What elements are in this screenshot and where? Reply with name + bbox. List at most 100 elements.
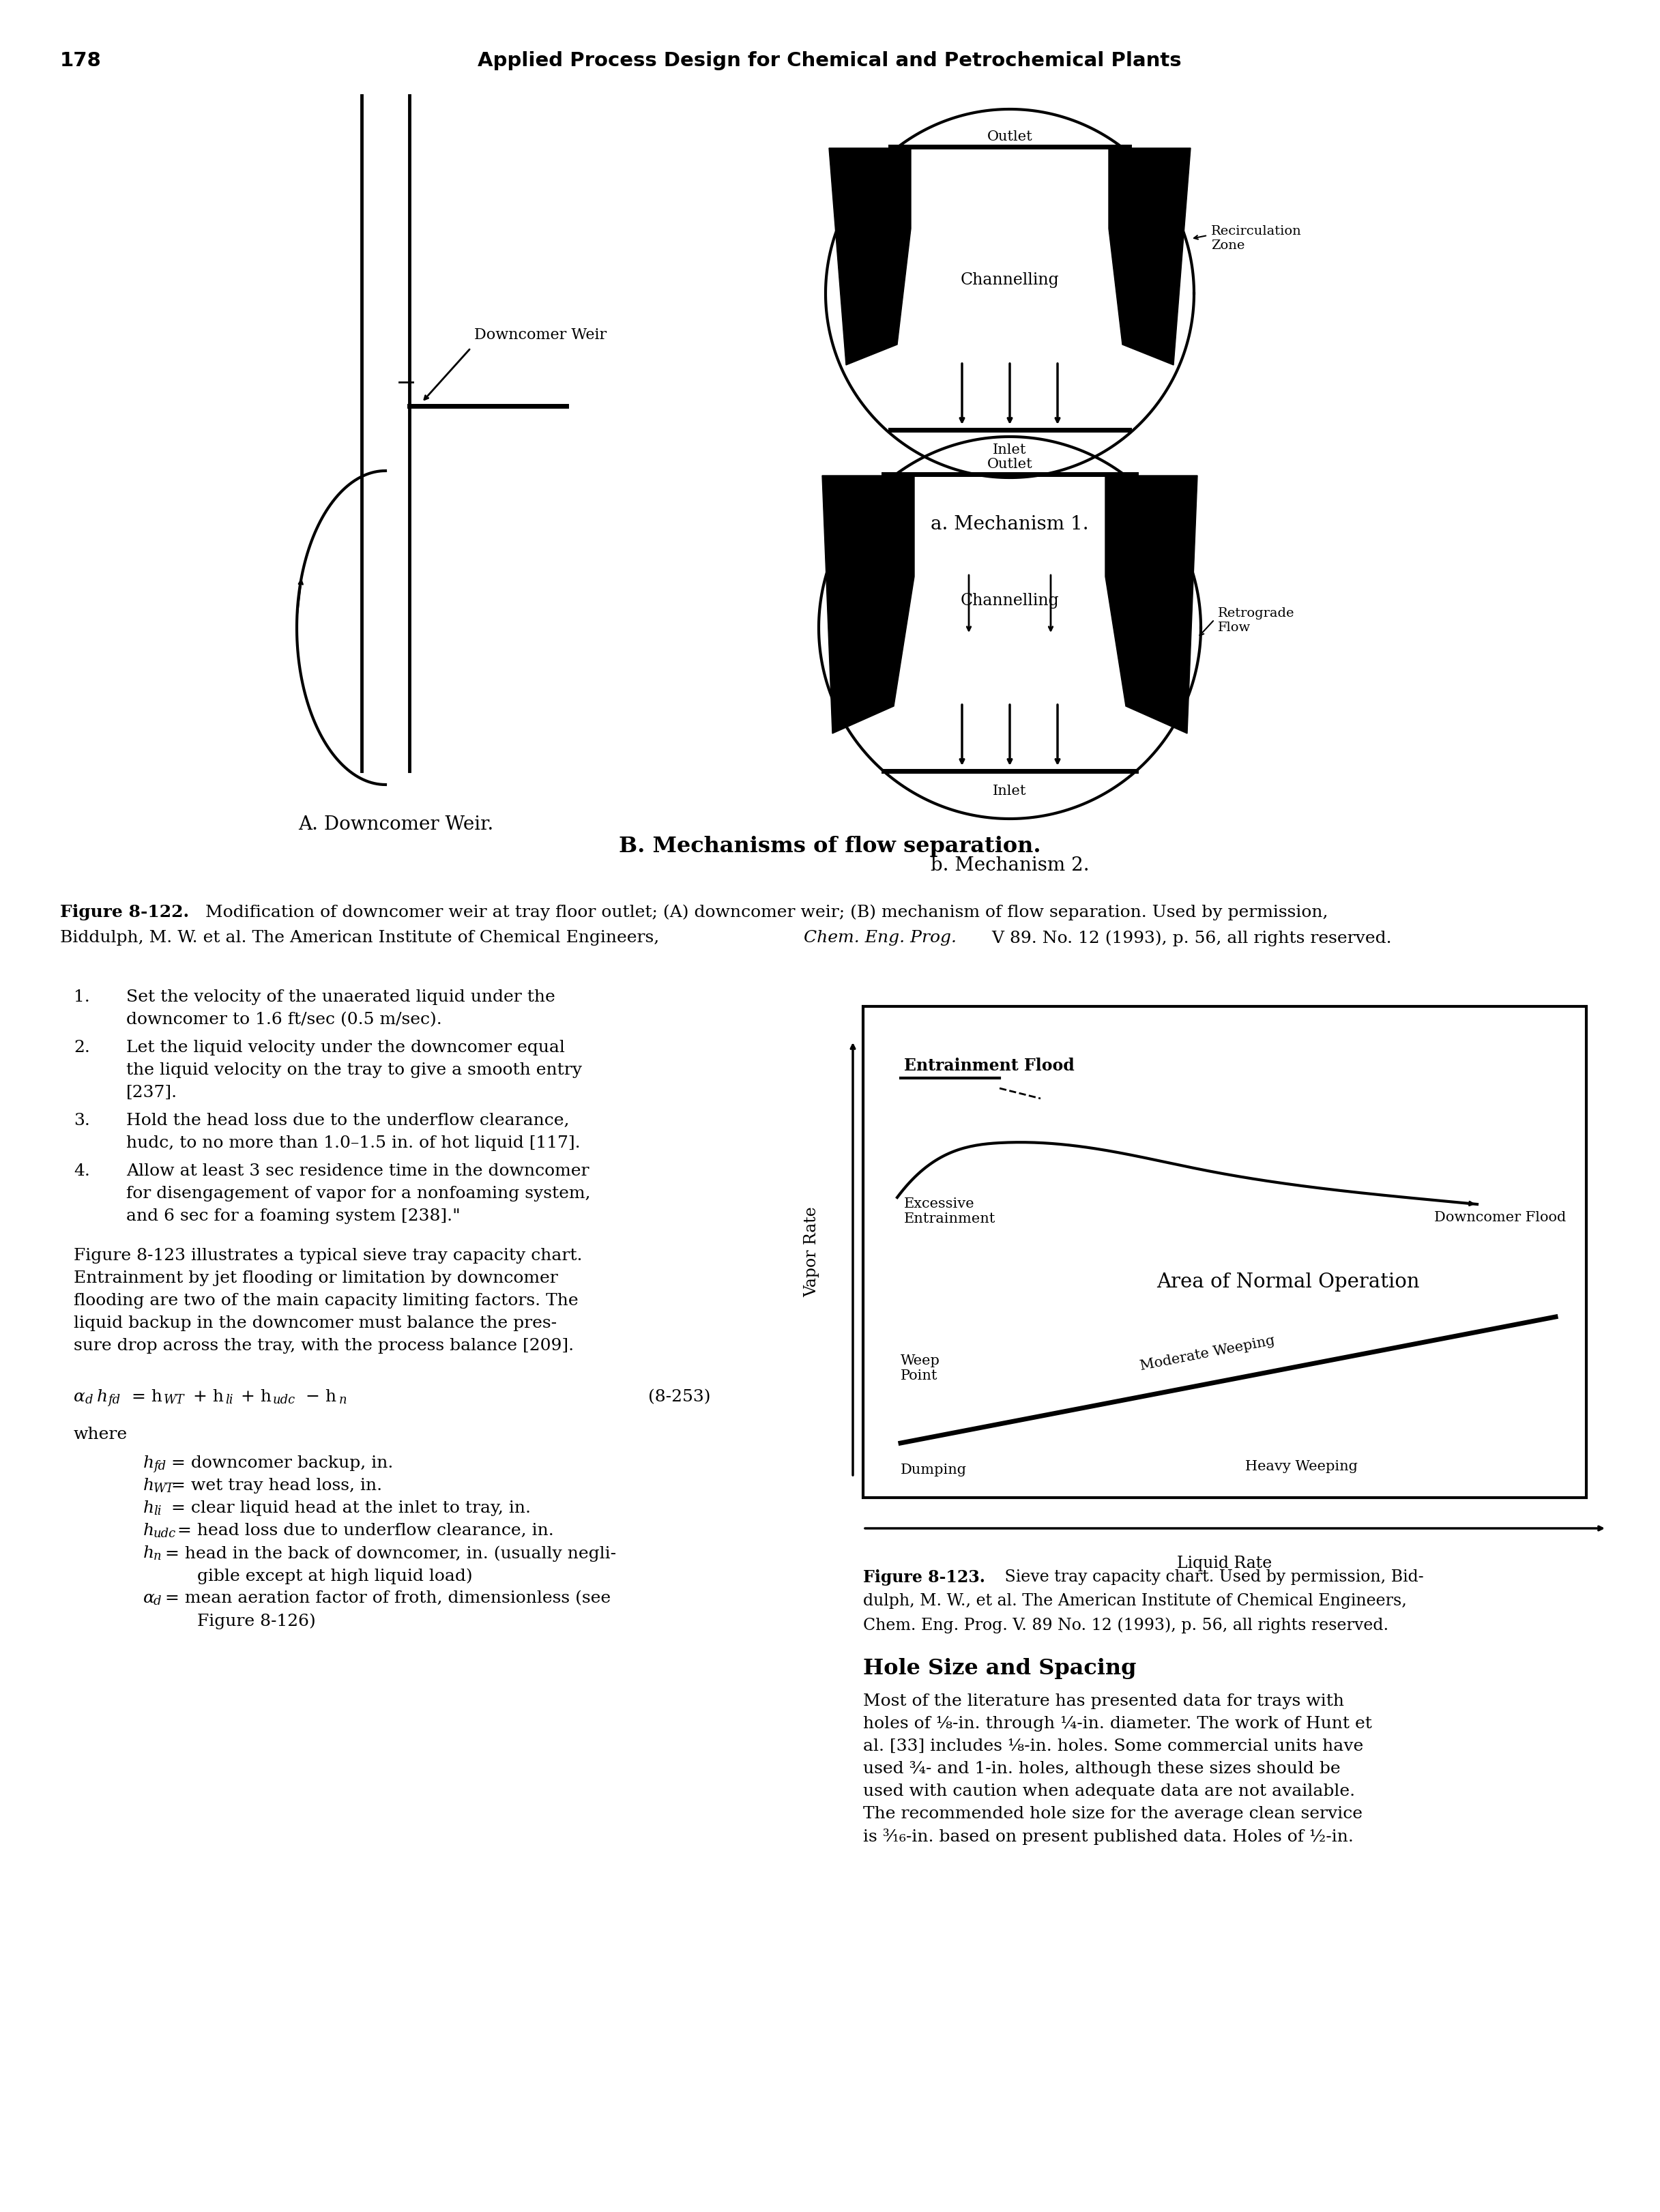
Text: Heavy Weeping: Heavy Weeping <box>1245 1460 1358 1473</box>
Text: (8-253): (8-253) <box>647 1389 710 1405</box>
Text: Applied Process Design for Chemical and Petrochemical Plants: Applied Process Design for Chemical and … <box>478 51 1182 71</box>
Text: Figure 8-122.: Figure 8-122. <box>60 905 189 920</box>
Text: Chem. Eng. Prog.: Chem. Eng. Prog. <box>803 929 956 947</box>
Text: gible except at high liquid load): gible except at high liquid load) <box>181 1568 473 1584</box>
Text: = downcomer backup, in.: = downcomer backup, in. <box>166 1455 393 1471</box>
Text: Chem. Eng. Prog. V. 89 No. 12 (1993), p. 56, all rights reserved.: Chem. Eng. Prog. V. 89 No. 12 (1993), p.… <box>863 1617 1388 1632</box>
Text: Retrograde
Flow: Retrograde Flow <box>1218 608 1295 633</box>
Text: − h: − h <box>300 1389 337 1405</box>
Text: Hole Size and Spacing: Hole Size and Spacing <box>863 1659 1137 1679</box>
Text: [237].: [237]. <box>126 1084 178 1102</box>
Polygon shape <box>1106 476 1197 734</box>
Text: h: h <box>143 1546 154 1562</box>
Text: udc: udc <box>272 1394 295 1407</box>
Text: b. Mechanism 2.: b. Mechanism 2. <box>930 856 1089 874</box>
Text: B. Mechanisms of flow separation.: B. Mechanisms of flow separation. <box>619 836 1041 856</box>
Text: = wet tray head loss, in.: = wet tray head loss, in. <box>166 1478 382 1493</box>
Text: Allow at least 3 sec residence time in the downcomer: Allow at least 3 sec residence time in t… <box>126 1164 589 1179</box>
Text: flooding are two of the main capacity limiting factors. The: flooding are two of the main capacity li… <box>73 1294 578 1310</box>
Text: 2.: 2. <box>73 1040 90 1055</box>
Text: h: h <box>96 1389 108 1405</box>
Text: n: n <box>153 1551 161 1562</box>
Text: Outlet: Outlet <box>988 458 1033 471</box>
Text: li: li <box>226 1394 232 1407</box>
Text: downcomer to 1.6 ft/sec (0.5 m/sec).: downcomer to 1.6 ft/sec (0.5 m/sec). <box>126 1011 442 1029</box>
Text: Most of the literature has presented data for trays with: Most of the literature has presented dat… <box>863 1694 1345 1710</box>
Text: α: α <box>73 1389 85 1405</box>
Bar <box>863 1006 1587 1498</box>
Text: sure drop across the tray, with the process balance [209].: sure drop across the tray, with the proc… <box>73 1338 574 1354</box>
Text: and 6 sec for a foaming system [238].": and 6 sec for a foaming system [238]." <box>126 1208 460 1223</box>
Text: Sieve tray capacity chart. Used by permission, Bid-: Sieve tray capacity chart. Used by permi… <box>999 1568 1424 1586</box>
Text: used with caution when adequate data are not available.: used with caution when adequate data are… <box>863 1783 1355 1798</box>
Text: li: li <box>153 1504 161 1517</box>
Text: Recirculation
Zone: Recirculation Zone <box>1212 226 1301 252</box>
Text: dulph, M. W., et al. The American Institute of Chemical Engineers,: dulph, M. W., et al. The American Instit… <box>863 1593 1406 1608</box>
Text: fd: fd <box>108 1394 120 1407</box>
Polygon shape <box>822 476 915 734</box>
Text: where: where <box>73 1427 128 1442</box>
Text: = head in the back of downcomer, in. (usually negli-: = head in the back of downcomer, in. (us… <box>159 1546 616 1562</box>
Text: Outlet: Outlet <box>988 131 1033 144</box>
Text: Vapor Rate: Vapor Rate <box>803 1208 820 1296</box>
Text: a. Mechanism 1.: a. Mechanism 1. <box>931 515 1089 533</box>
Text: = head loss due to underflow clearance, in.: = head loss due to underflow clearance, … <box>173 1522 554 1540</box>
Text: WT: WT <box>164 1394 184 1407</box>
Text: n: n <box>339 1394 347 1407</box>
Text: The recommended hole size for the average clean service: The recommended hole size for the averag… <box>863 1805 1363 1823</box>
Text: = clear liquid head at the inlet to tray, in.: = clear liquid head at the inlet to tray… <box>166 1500 531 1515</box>
Text: Channelling: Channelling <box>961 593 1059 608</box>
Text: fd: fd <box>153 1460 166 1473</box>
Text: h: h <box>143 1455 154 1471</box>
Text: d: d <box>153 1595 161 1608</box>
Text: Excessive
Entrainment: Excessive Entrainment <box>905 1197 996 1225</box>
Text: is ³⁄₁₆-in. based on present published data. Holes of ½-in.: is ³⁄₁₆-in. based on present published d… <box>863 1829 1353 1845</box>
Text: h: h <box>143 1522 154 1540</box>
Text: Biddulph, M. W. et al. The American Institute of Chemical Engineers,: Biddulph, M. W. et al. The American Inst… <box>60 929 664 947</box>
Text: h: h <box>143 1478 154 1493</box>
Text: α: α <box>143 1590 154 1606</box>
Text: liquid backup in the downcomer must balance the pres-: liquid backup in the downcomer must bala… <box>73 1316 556 1332</box>
Text: Figure 8-123 illustrates a typical sieve tray capacity chart.: Figure 8-123 illustrates a typical sieve… <box>73 1248 583 1263</box>
Text: 4.: 4. <box>73 1164 90 1179</box>
Text: Inlet: Inlet <box>993 785 1026 799</box>
Text: udc: udc <box>153 1528 176 1540</box>
Text: Area of Normal Operation: Area of Normal Operation <box>1157 1272 1419 1292</box>
Text: Hold the head loss due to the underflow clearance,: Hold the head loss due to the underflow … <box>126 1113 569 1128</box>
Text: A. Downcomer Weir.: A. Downcomer Weir. <box>299 816 493 834</box>
Text: the liquid velocity on the tray to give a smooth entry: the liquid velocity on the tray to give … <box>126 1062 583 1077</box>
Text: h: h <box>143 1500 154 1515</box>
Text: Liquid Rate: Liquid Rate <box>1177 1555 1272 1571</box>
Text: 178: 178 <box>60 51 101 71</box>
Polygon shape <box>828 148 911 365</box>
Text: Figure 8-126): Figure 8-126) <box>181 1613 315 1628</box>
Text: Entrainment Flood: Entrainment Flood <box>905 1057 1074 1075</box>
Polygon shape <box>1109 148 1190 365</box>
Text: Channelling: Channelling <box>961 272 1059 288</box>
Text: hudc, to no more than 1.0–1.5 in. of hot liquid [117].: hudc, to no more than 1.0–1.5 in. of hot… <box>126 1135 581 1150</box>
Text: WT: WT <box>153 1482 174 1495</box>
Text: holes of ⅛-in. through ¼-in. diameter. The work of Hunt et: holes of ⅛-in. through ¼-in. diameter. T… <box>863 1717 1373 1732</box>
Text: Set the velocity of the unaerated liquid under the: Set the velocity of the unaerated liquid… <box>126 989 554 1004</box>
Text: Figure 8-123.: Figure 8-123. <box>863 1568 984 1586</box>
Text: Modification of downcomer weir at tray floor outlet; (A) downcomer weir; (B) mec: Modification of downcomer weir at tray f… <box>199 905 1328 920</box>
Text: Entrainment by jet flooding or limitation by downcomer: Entrainment by jet flooding or limitatio… <box>73 1270 558 1285</box>
Text: Moderate Weeping: Moderate Weeping <box>1139 1334 1277 1374</box>
Text: for disengagement of vapor for a nonfoaming system,: for disengagement of vapor for a nonfoam… <box>126 1186 591 1201</box>
Text: = mean aeration factor of froth, dimensionless (see: = mean aeration factor of froth, dimensi… <box>159 1590 611 1606</box>
Text: used ¾- and 1-in. holes, although these sizes should be: used ¾- and 1-in. holes, although these … <box>863 1761 1340 1776</box>
Text: Let the liquid velocity under the downcomer equal: Let the liquid velocity under the downco… <box>126 1040 564 1055</box>
Text: = h: = h <box>126 1389 163 1405</box>
Text: + h: + h <box>188 1389 224 1405</box>
Text: V 89. No. 12 (1993), p. 56, all rights reserved.: V 89. No. 12 (1993), p. 56, all rights r… <box>986 929 1391 947</box>
Text: d: d <box>85 1394 93 1407</box>
Text: Dumping: Dumping <box>901 1464 966 1475</box>
Text: 1.: 1. <box>73 989 90 1004</box>
Text: + h: + h <box>236 1389 272 1405</box>
Text: Downcomer Weir: Downcomer Weir <box>475 327 606 343</box>
Text: Downcomer Flood: Downcomer Flood <box>1434 1212 1565 1223</box>
Text: 3.: 3. <box>73 1113 90 1128</box>
Text: Weep
Point: Weep Point <box>901 1354 940 1382</box>
Text: Inlet: Inlet <box>993 442 1026 456</box>
Text: al. [33] includes ⅛-in. holes. Some commercial units have: al. [33] includes ⅛-in. holes. Some comm… <box>863 1739 1363 1754</box>
